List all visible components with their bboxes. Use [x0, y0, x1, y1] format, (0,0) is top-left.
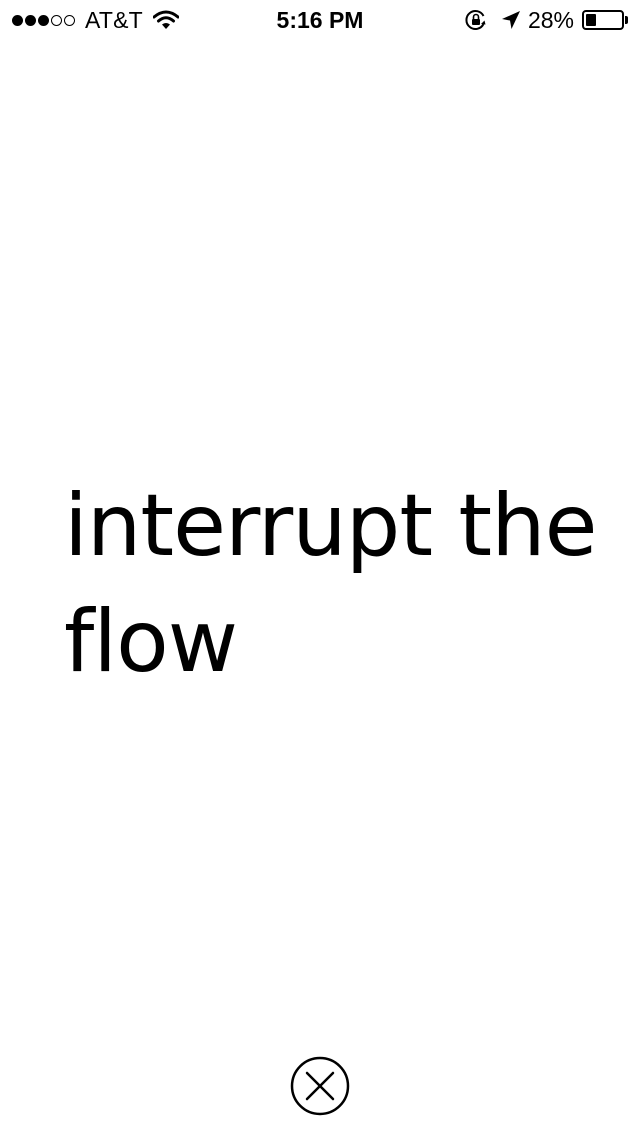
battery-icon [582, 10, 624, 30]
signal-dot [51, 14, 62, 26]
signal-dot [38, 14, 49, 26]
signal-dot [25, 14, 36, 26]
signal-strength-icon [12, 14, 77, 26]
battery-nub [625, 16, 628, 24]
battery-percentage: 28% [527, 6, 574, 33]
signal-dot [64, 14, 75, 26]
clock: 5:16 PM [276, 7, 364, 33]
close-circle-icon [290, 1056, 350, 1116]
status-bar: AT&T 5:16 PM 28% [0, 0, 640, 40]
carrier-name: AT&T [85, 6, 143, 33]
location-arrow-icon [501, 11, 520, 29]
rotation-lock-icon [465, 10, 486, 30]
battery-level-fill [586, 14, 596, 26]
status-bar-right: 28% [464, 7, 628, 33]
wifi-icon [152, 10, 179, 29]
close-button[interactable] [290, 1056, 350, 1116]
status-bar-left: AT&T [12, 7, 179, 33]
message-text: interrupt the flow [64, 476, 598, 692]
signal-dot [12, 14, 23, 26]
